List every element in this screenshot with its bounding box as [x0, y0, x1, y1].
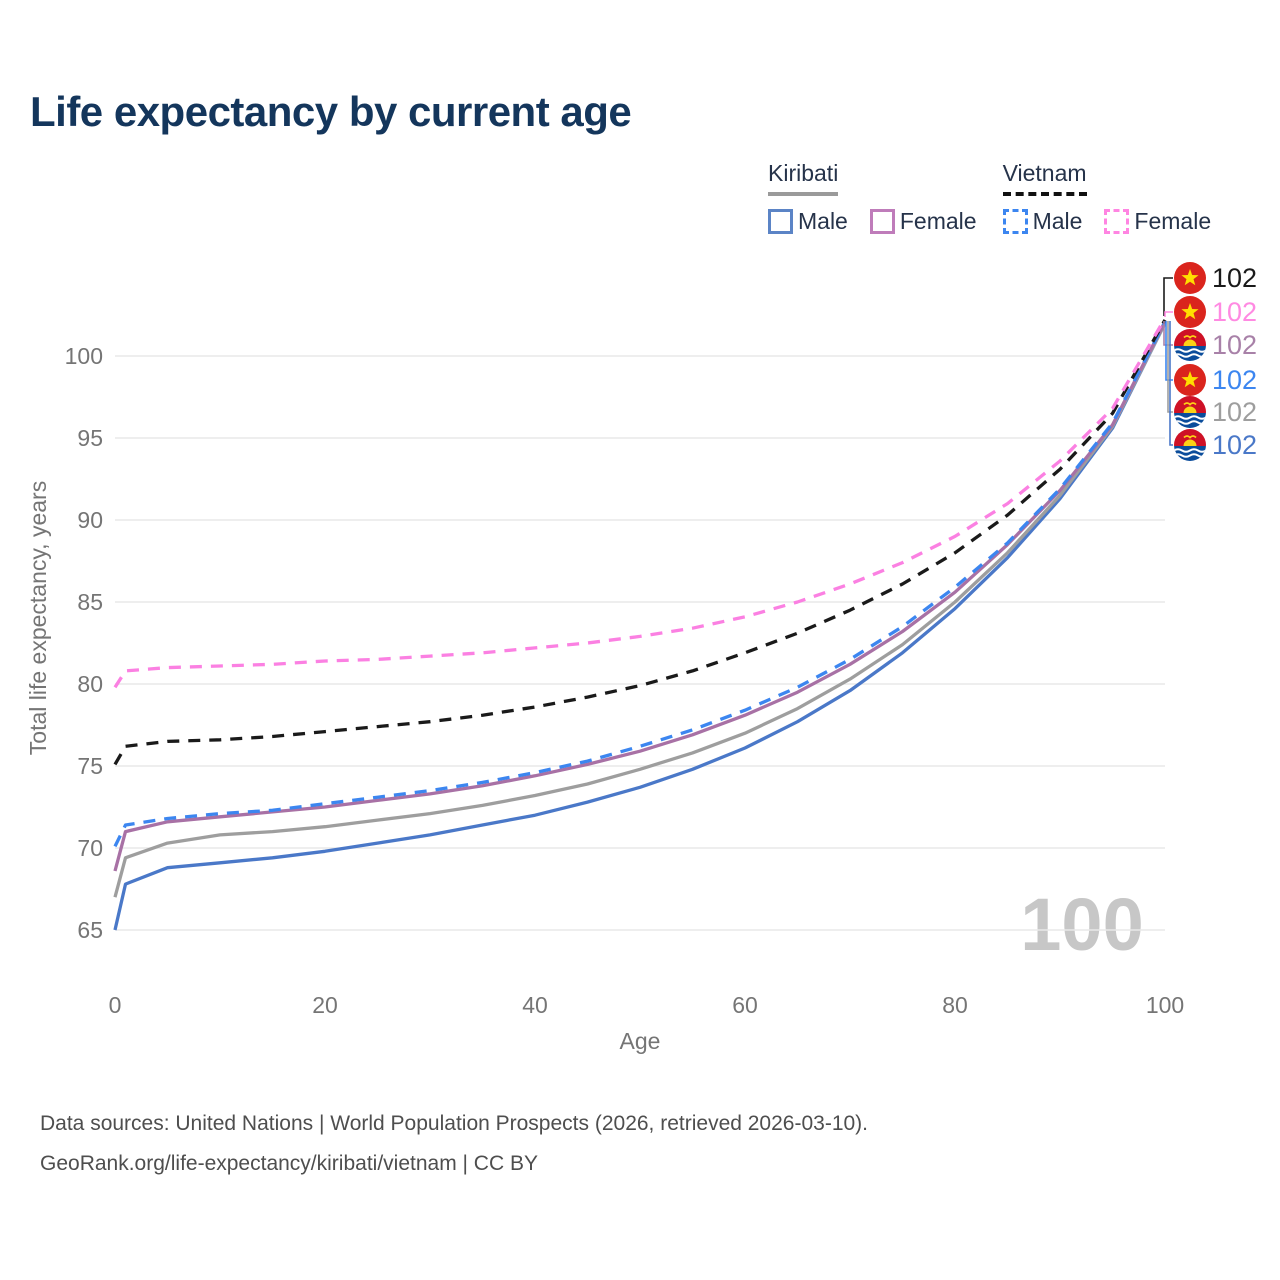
x-tick-label: 20 [312, 992, 338, 1018]
kiribati-wave-icon [1174, 348, 1206, 353]
vietnam-star-icon [1181, 303, 1199, 320]
flag-icon-vietnam [1174, 296, 1206, 328]
series-line-kiribati-female[interactable] [113, 320, 1167, 872]
legend-label-kiribati-male: Male [798, 208, 848, 234]
x-tick-label: 100 [1146, 992, 1184, 1018]
series-line-vietnam-male[interactable] [113, 320, 1167, 848]
x-tick-label: 60 [732, 992, 758, 1018]
series-line-vietnam-all[interactable] [113, 319, 1167, 766]
kiribati-wave-icon [1174, 420, 1206, 425]
callout-line [1163, 277, 1173, 316]
legend-label-kiribati-female: Female [899, 208, 977, 234]
legend-row-vietnam: Male Female [1002, 208, 1211, 235]
end-value-label: 102 [1212, 330, 1257, 360]
vietnam-male-swatch-icon [1002, 209, 1028, 234]
y-tick-label: 90 [77, 507, 103, 533]
series-line-kiribati-male[interactable] [113, 322, 1167, 931]
legend-label-vietnam-female: Female [1134, 208, 1212, 234]
end-value-label: 102 [1212, 430, 1257, 460]
series-line-kiribati-all[interactable] [113, 322, 1167, 898]
legend-item-vietnam-female[interactable]: Female [1104, 208, 1211, 235]
y-tick-label: 65 [77, 917, 103, 943]
age-watermark: 100 [1020, 883, 1143, 966]
kiribati-wave-icon [1174, 353, 1206, 358]
x-tick-label: 40 [522, 992, 548, 1018]
legend-group-vietnam: Vietnam Male Female [1002, 160, 1211, 235]
kiribati-wave-icon [1174, 448, 1206, 453]
vietnam-star-icon [1181, 269, 1199, 286]
y-tick-label: 75 [77, 753, 103, 779]
x-tick-label: 0 [109, 992, 122, 1018]
legend-country-kiribati[interactable]: Kiribati [768, 160, 839, 196]
flag-icon-vietnam [1174, 262, 1206, 294]
y-tick-label: 70 [77, 835, 103, 861]
kiribati-frigatebird-icon [1183, 335, 1197, 339]
y-tick-label: 95 [77, 425, 103, 451]
kiribati-flag-art [1174, 396, 1206, 428]
end-value-label: 102 [1212, 297, 1257, 327]
y-axis-title: Total life expectancy, years [25, 481, 51, 755]
page-title: Life expectancy by current age [30, 88, 632, 135]
y-tick-label: 80 [77, 671, 103, 697]
y-tick-label: 85 [77, 589, 103, 615]
end-value-label: 102 [1212, 263, 1257, 293]
legend-row-kiribati: Male Female [768, 208, 977, 235]
flag-icon-kiribati [1174, 329, 1206, 361]
kiribati-wave-icon [1174, 415, 1206, 420]
y-tick-label: 100 [65, 343, 103, 369]
kiribati-frigatebird-icon [1183, 402, 1197, 406]
flag-icon-kiribati [1174, 429, 1206, 461]
flag-icon-kiribati [1174, 396, 1206, 428]
callout-line [1167, 321, 1173, 413]
legend: Kiribati Male Female Vietnam Male [768, 160, 1211, 235]
kiribati-sun-icon [1183, 406, 1197, 413]
callout-line [1164, 311, 1173, 317]
callout-line [1169, 321, 1173, 446]
kiribati-male-swatch-icon [768, 209, 793, 234]
legend-group-kiribati: Kiribati Male Female [768, 160, 977, 235]
kiribati-sun-icon [1183, 439, 1197, 446]
x-tick-label: 80 [942, 992, 968, 1018]
series-line-vietnam-female[interactable] [113, 317, 1167, 689]
kiribati-flag-art [1174, 429, 1206, 461]
footer: Data sources: United Nations | World Pop… [40, 1104, 868, 1184]
legend-country-vietnam[interactable]: Vietnam [1002, 160, 1087, 196]
footer-attribution: GeoRank.org/life-expectancy/kiribati/vie… [40, 1152, 538, 1175]
kiribati-flag-art [1174, 329, 1206, 361]
legend-label-vietnam-male: Male [1032, 208, 1083, 234]
end-value-label: 102 [1212, 365, 1257, 395]
footer-data-sources: Data sources: United Nations | World Pop… [40, 1112, 869, 1135]
kiribati-sun-icon [1183, 339, 1197, 346]
legend-item-vietnam-male[interactable]: Male [1002, 208, 1083, 235]
flag-icon-vietnam [1174, 364, 1206, 396]
legend-item-kiribati-male[interactable]: Male [768, 208, 848, 235]
kiribati-wave-icon [1174, 453, 1206, 458]
legend-item-kiribati-female[interactable]: Female [869, 208, 977, 235]
kiribati-frigatebird-icon [1183, 435, 1197, 439]
x-axis-title: Age [620, 1028, 661, 1054]
kiribati-female-swatch-icon [869, 209, 895, 234]
vietnam-female-swatch-icon [1104, 209, 1130, 234]
end-value-label: 102 [1212, 397, 1257, 427]
vietnam-star-icon [1181, 371, 1199, 388]
